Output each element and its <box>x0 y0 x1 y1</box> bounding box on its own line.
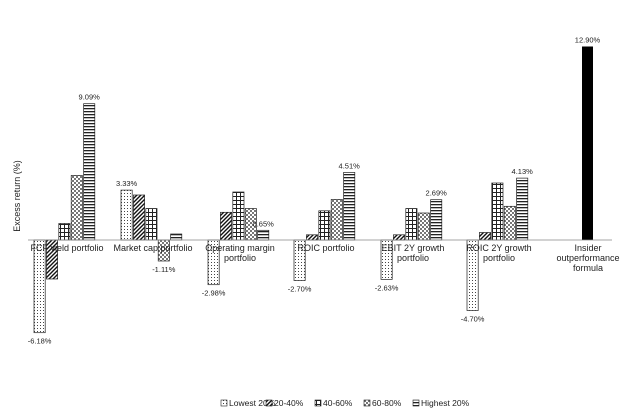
bar-lowest-20--cat-1 <box>120 189 133 241</box>
data-label: 12.90% <box>575 36 601 45</box>
bar-40-60--cat-3 <box>318 210 331 241</box>
bar-20-40--cat-1 <box>133 194 145 241</box>
bar-60-80--cat-5 <box>503 205 516 241</box>
data-label: 4.51% <box>339 161 361 170</box>
bar-20-40--cat-2 <box>220 211 232 241</box>
legend-label: 40-60% <box>323 398 353 408</box>
bar-20-40--cat-3 <box>306 234 318 241</box>
bar-insider-outperformance <box>582 46 593 240</box>
data-label: -4.70% <box>461 315 485 324</box>
legend-label: 60-80% <box>372 398 402 408</box>
bar-20-40--cat-5 <box>479 232 491 241</box>
bars-group <box>33 46 593 334</box>
data-label: -2.98% <box>202 289 226 298</box>
bar-lowest-20--cat-0 <box>33 239 46 334</box>
bar-60-80--cat-3 <box>330 199 343 241</box>
category-label: outperformance <box>556 253 619 263</box>
category-labels-group: FCF yield portfolio Market cap portfolio O… <box>30 243 619 273</box>
legend-swatch <box>363 399 371 407</box>
category-label: Insider <box>574 243 601 253</box>
data-label: 9.09% <box>79 93 101 102</box>
data-label: -2.63% <box>375 283 399 292</box>
category-label: FCF yield portfolio <box>30 243 103 253</box>
bar-highest-20--cat-3 <box>343 172 356 241</box>
category-label: Operating margin <box>205 243 275 253</box>
legend-label: 20-40% <box>274 398 304 408</box>
legend-label: Lowest 20% <box>229 398 276 408</box>
data-label: -6.18% <box>28 337 52 346</box>
category-label: portfolio <box>224 253 256 263</box>
data-label: 3.33% <box>116 179 138 188</box>
bar-40-60--cat-4 <box>405 208 418 241</box>
y-axis-title: Excess return (%) <box>12 160 22 232</box>
bar-highest-20--cat-4 <box>430 199 443 241</box>
category-label: ROIC 2Y growth <box>466 243 531 253</box>
data-label: 0.65% <box>253 219 275 228</box>
data-label: -2.70% <box>288 285 312 294</box>
bar-highest-20--cat-1 <box>170 233 183 241</box>
data-label: 2.69% <box>426 189 448 198</box>
legend: Lowest 20%20-40% 40-60% 60-80% Highest 20% <box>220 398 470 408</box>
category-label: formula <box>573 263 603 273</box>
legend-swatch <box>220 399 228 407</box>
bar-highest-20--cat-2 <box>257 229 270 241</box>
category-label: ROIC portfolio <box>297 243 354 253</box>
bar-60-80--cat-0 <box>70 175 83 241</box>
category-label: portfolio <box>397 253 429 263</box>
legend-label: Highest 20% <box>421 398 470 408</box>
category-label: portfolio <box>483 253 515 263</box>
bar-60-80--cat-4 <box>417 212 430 241</box>
data-label: -1.11% <box>152 265 176 274</box>
category-label: Market cap portfolio <box>113 243 192 253</box>
legend-swatch <box>314 399 322 407</box>
data-label: 4.13% <box>512 167 534 176</box>
bar-highest-20--cat-0 <box>83 103 96 241</box>
category-label: EBIT 2Y growth <box>382 243 445 253</box>
bar-40-60--cat-1 <box>145 208 158 241</box>
bar-20-40--cat-4 <box>393 234 405 241</box>
bar-40-60--cat-0 <box>58 223 71 241</box>
data-labels-group: -6.18% 9.09% 3.33% -1.11% -2.98% 0.65% -2.70% 4… <box>28 36 601 346</box>
legend-swatch <box>412 399 420 407</box>
bar-40-60--cat-2 <box>232 191 245 241</box>
bar-40-60--cat-5 <box>491 182 504 241</box>
legend-swatch <box>265 399 273 407</box>
bar-highest-20--cat-5 <box>516 177 529 241</box>
